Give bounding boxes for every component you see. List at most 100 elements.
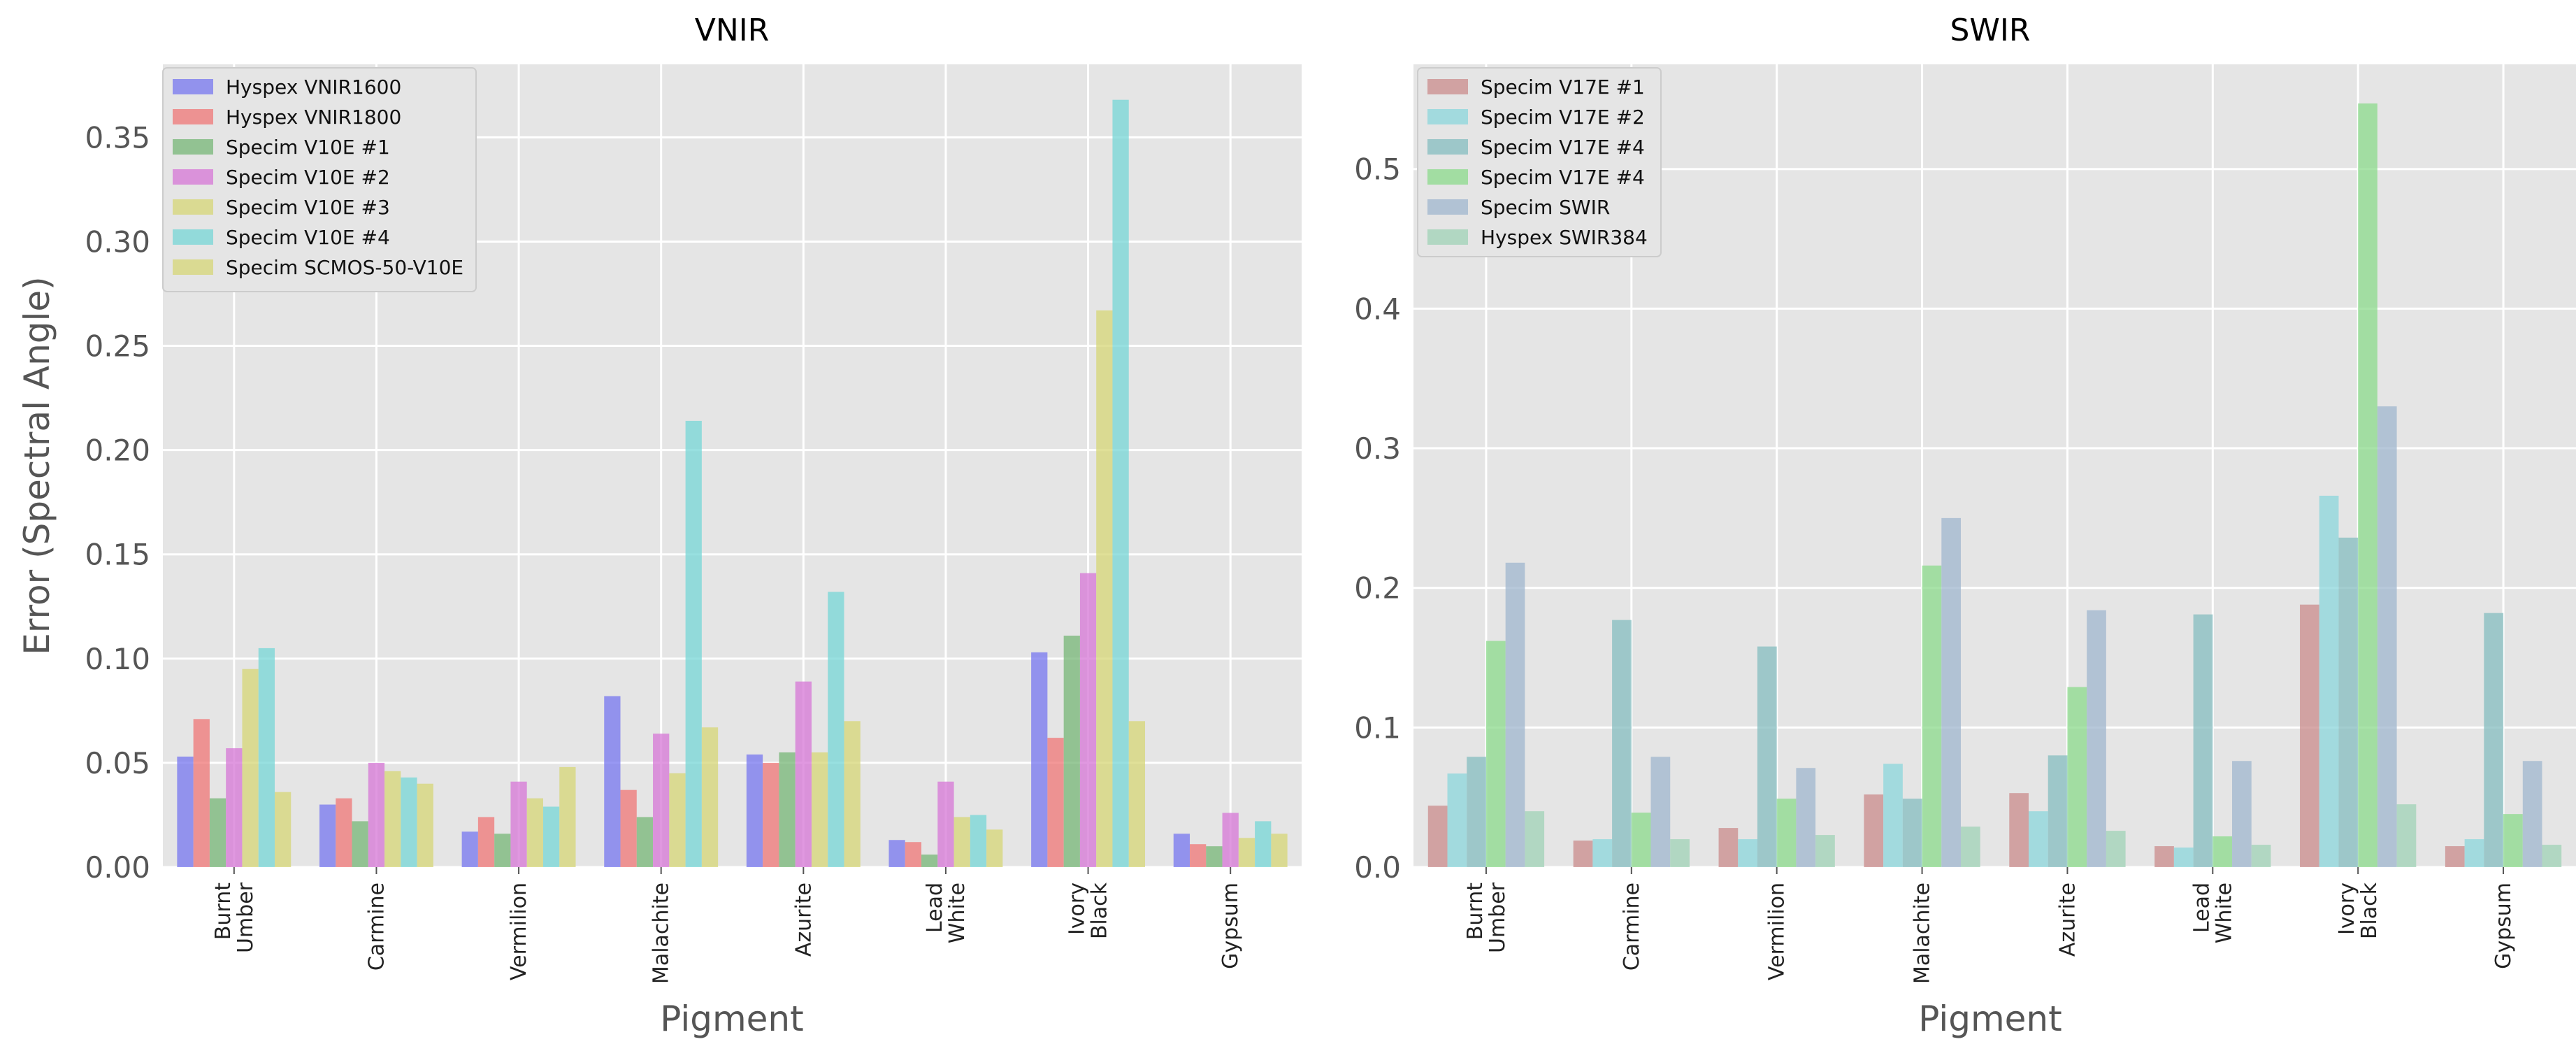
swir-bar [1670,839,1690,867]
vnir-legend-label: Specim SCMOS-50-V10E [226,256,463,279]
swir-bar [1864,794,1884,867]
swir-bar [2212,836,2233,867]
vnir-bar [193,719,210,867]
vnir-bar [417,783,433,867]
vnir-bar [274,792,292,867]
vnir-bar [461,831,478,867]
swir-y-tick-label: 0.3 [1354,431,1401,466]
vnir-bar [636,817,654,867]
swir-y-tick-label: 0.5 [1354,152,1401,187]
vnir-bar [177,756,194,867]
swir-bar [2484,613,2504,867]
vnir-bar [494,834,511,867]
vnir-bar [477,817,495,867]
swir-bar [2319,495,2339,867]
swir-bar [1485,641,1506,867]
swir-bar [1902,799,1922,867]
vnir-bar [954,817,970,867]
swir-legend-label: Specim SWIR [1481,196,1610,219]
vnir-bar [970,815,987,867]
swir-bar [1573,841,1593,867]
swir-x-tick-label: Carmine [1620,882,1644,971]
swir-bar [2445,846,2465,867]
swir-legend-swatch [1427,169,1468,185]
vnir-legend-frame [162,67,477,292]
vnir-x-ticks: BurntUmber Carmine Vermilion Malachite Azuri… [211,867,1243,984]
swir-x-tick-label: Gypsum [2491,882,2516,969]
vnir-bar [828,592,844,867]
vnir-bar [1079,573,1097,867]
vnir-bar [779,752,796,867]
swir-legend-label: Specim V17E #4 [1481,166,1645,189]
vnir-legend-label: Hyspex VNIR1800 [226,106,401,129]
swir-legend-label: Hyspex SWIR384 [1481,226,1648,249]
swir-bar [1467,757,1486,867]
vnir-legend-swatch [173,199,213,215]
vnir-bar [604,696,621,867]
vnir-legend-label: Hyspex VNIR1600 [226,76,401,99]
swir-bar [1815,835,1835,867]
swir-bar [2232,761,2252,867]
vnir-bar [1255,821,1272,867]
vnir-legend-swatch [173,139,213,155]
vnir-x-tick-label: Vermilion [507,882,531,980]
swir-bar [1525,811,1545,867]
vnir-x-tick-label: BurntUmber [211,882,258,953]
swir-legend-frame [1417,67,1662,257]
swir-bar [2106,831,2126,867]
swir-bar [1796,768,1816,867]
swir-x-tick-label: LeadWhite [2189,882,2236,943]
vnir-bar [844,721,861,867]
vnir-bar [510,781,527,867]
vnir-bar [921,855,938,867]
swir-x-tick-label: Azurite [2055,882,2080,957]
swir-legend-swatch [1427,139,1468,155]
swir-bar [1757,646,1777,867]
vnir-bar [888,840,905,867]
vnir-legend-label: Specim V10E #1 [226,136,390,159]
swir-bar [1592,839,1613,867]
vnir-legend-swatch [173,259,213,275]
vnir-bar [1238,838,1255,867]
swir-x-tick-label: Vermilion [1765,882,1790,980]
vnir-bar [352,821,368,867]
vnir-bar [209,798,226,867]
vnir-legend-label: Specim V10E #2 [226,166,390,189]
swir-bar [1883,764,1903,867]
vnir-bar [368,762,385,867]
swir-legend-swatch [1427,229,1468,245]
vnir-x-tick-label: Azurite [791,882,816,957]
vnir-bar [1063,636,1080,867]
vnir-bar [669,773,686,867]
swir-x-tick-label: BurntUmber [1463,882,1510,953]
swir-bar [2542,845,2562,867]
vnir-bar [1173,834,1190,867]
vnir-bar [763,762,779,867]
vnir-bar [1222,813,1239,867]
swir-bars [1427,103,2562,868]
vnir-bar [620,789,637,867]
vnir-bar [336,798,352,867]
swir-legend: Specim V17E #1 Specim V17E #2 Specim V17E … [1417,67,1662,257]
vnir-bar [258,648,275,867]
swir-bar [2377,406,2397,867]
swir-bar [1427,806,1448,867]
vnir-bar [685,420,702,867]
vnir-legend-swatch [173,229,213,245]
swir-y-tick-label: 0.2 [1354,571,1401,606]
swir-legend-swatch [1427,79,1468,94]
swir-bar [1960,827,1980,867]
vnir-y-tick-label: 0.25 [85,329,150,364]
swir-y-tick-label: 0.0 [1354,850,1401,885]
vnir-y-ticks: 0.00 0.05 0.10 0.15 0.20 0.25 0.30 0.35 [85,120,150,885]
swir-legend-label: Specim V17E #4 [1481,136,1645,159]
vnir-bar [384,771,401,867]
vnir-bar [937,781,954,867]
vnir-y-tick-label: 0.00 [85,850,150,885]
vnir-legend-swatch [173,109,213,124]
vnir-bar [986,829,1003,867]
swir-bar [2193,614,2213,867]
vnir-bar [1096,310,1113,867]
vnir-bar [1047,738,1064,867]
